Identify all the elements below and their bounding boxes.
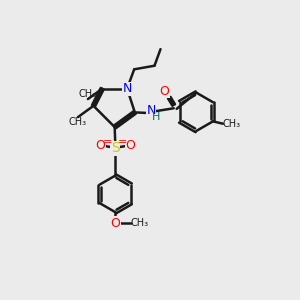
Text: O: O: [126, 140, 136, 152]
Text: =: =: [118, 137, 128, 147]
Text: N: N: [146, 104, 156, 117]
Text: CH₃: CH₃: [79, 89, 97, 99]
Text: O: O: [110, 217, 120, 230]
Text: CH₃: CH₃: [68, 117, 86, 128]
Text: =: =: [103, 137, 112, 147]
Text: O: O: [95, 140, 105, 152]
Text: N: N: [122, 82, 132, 95]
Text: CH₃: CH₃: [130, 218, 148, 228]
Text: H: H: [152, 112, 160, 122]
Text: CH₃: CH₃: [222, 119, 240, 129]
Text: S: S: [111, 141, 120, 155]
Text: O: O: [160, 85, 170, 98]
